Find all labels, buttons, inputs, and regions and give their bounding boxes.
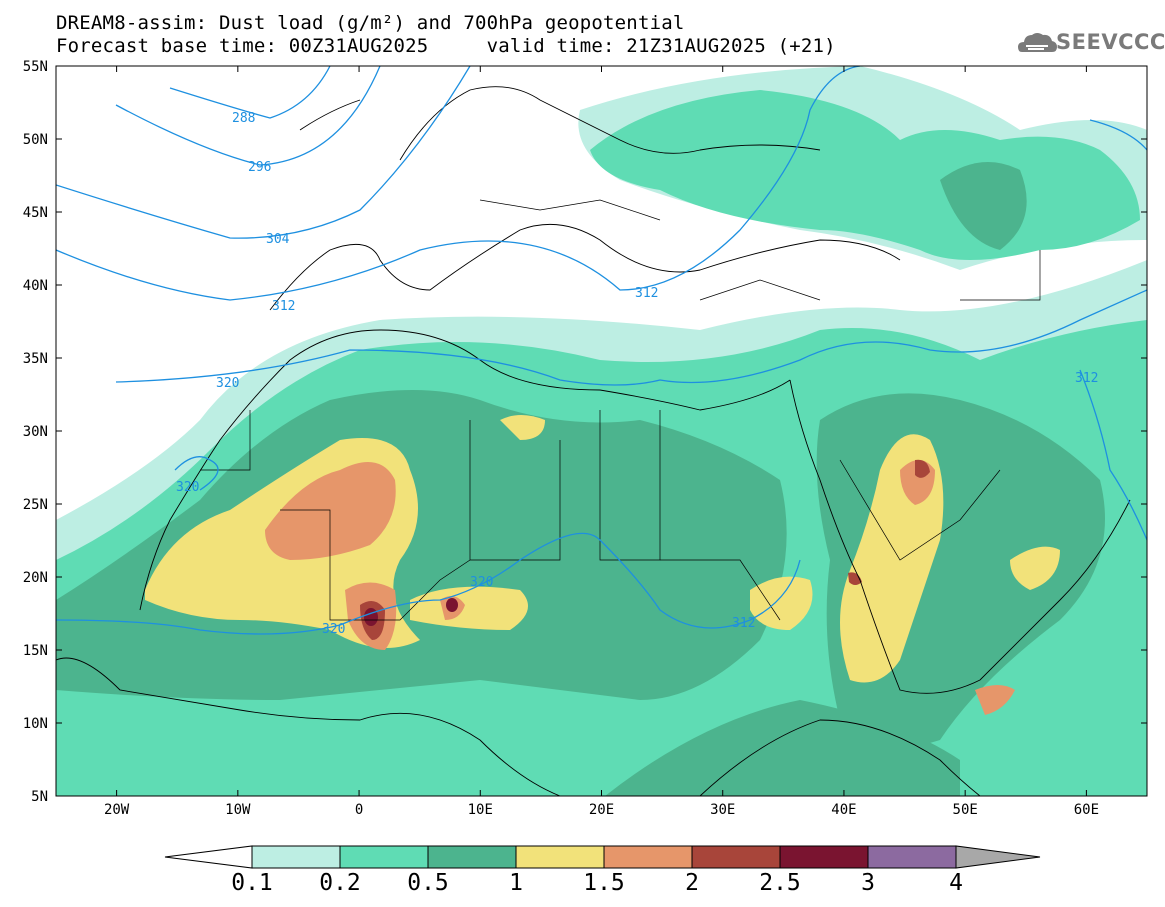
colorbar-label: 4 — [949, 870, 963, 896]
latitude-axis: 55N 50N 45N 40N 35N 30N 25N 20N 15N 10N 5N — [23, 59, 1147, 805]
lat-tick-label: 35N — [23, 351, 48, 367]
contour-labels: 288 296 304 312 320 320 320 320 312 312 … — [176, 111, 1098, 637]
colorbar-label: 0.1 — [231, 870, 273, 896]
colorbar — [164, 845, 1041, 869]
lon-tick-label: 20W — [104, 802, 130, 818]
contour-label: 288 — [232, 111, 255, 126]
map-subtitle: Forecast base time: 00Z31AUG2025 valid t… — [56, 35, 836, 57]
colorbar-label: 1.5 — [583, 870, 625, 896]
lon-tick-label: 20E — [589, 802, 614, 818]
lon-tick-label: 0 — [355, 802, 363, 818]
lat-tick-label: 10N — [23, 716, 48, 732]
colorbar-label: 2.5 — [759, 870, 801, 896]
contour-label: 296 — [248, 160, 271, 175]
lon-tick-label: 10W — [225, 802, 251, 818]
colorbar-swatch — [691, 845, 781, 869]
contour-label: 312 — [635, 286, 658, 301]
geopotential-contours — [56, 66, 1147, 635]
colorbar-swatch — [515, 845, 605, 869]
contour-label: 320 — [216, 376, 239, 391]
lat-tick-label: 55N — [23, 59, 48, 75]
coastlines — [56, 86, 1131, 796]
lat-tick-label: 30N — [23, 424, 48, 440]
lon-tick-label: 40E — [831, 802, 856, 818]
contour-label: 312 — [1075, 371, 1098, 386]
dust-field-orange — [265, 460, 1015, 715]
colorbar-swatch — [251, 845, 341, 869]
colorbar-swatch — [603, 845, 693, 869]
lat-tick-label: 45N — [23, 205, 48, 221]
map-title: DREAM8-assim: Dust load (g/m²) and 700hP… — [56, 12, 685, 34]
borders — [200, 199, 1041, 621]
contour-label: 312 — [272, 299, 295, 314]
lat-tick-label: 25N — [23, 497, 48, 513]
lon-tick-label: 60E — [1074, 802, 1099, 818]
colorbar-label: 3 — [861, 870, 875, 896]
contour-label: 304 — [266, 232, 290, 247]
lat-tick-label: 15N — [23, 643, 48, 659]
colorbar-label: 2 — [685, 870, 699, 896]
longitude-axis: 20W 10W 0 10E 20E 30E 40E 50E 60E — [104, 66, 1099, 818]
lon-tick-label: 10E — [468, 802, 493, 818]
colorbar-over-arrow — [955, 845, 1041, 869]
colorbar-swatch — [779, 845, 869, 869]
lat-tick-label: 5N — [31, 789, 48, 805]
contour-label: 312 — [732, 616, 755, 631]
colorbar-under-arrow — [164, 845, 253, 869]
lon-tick-label: 30E — [710, 802, 735, 818]
colorbar-swatch — [867, 845, 957, 869]
contour-label: 320 — [176, 480, 199, 495]
cloud-logo-icon — [1018, 33, 1057, 52]
lat-tick-label: 50N — [23, 132, 48, 148]
colorbar-swatch — [339, 845, 429, 869]
lat-tick-label: 40N — [23, 278, 48, 294]
lon-tick-label: 50E — [953, 802, 978, 818]
logo-text: SEEVCCC — [1056, 30, 1165, 54]
colorbar-label: 0.5 — [407, 870, 449, 896]
colorbar-label: 1 — [509, 870, 523, 896]
contour-label: 320 — [322, 622, 345, 637]
lat-tick-label: 20N — [23, 570, 48, 586]
colorbar-swatch — [427, 845, 517, 869]
contour-label: 320 — [470, 575, 493, 590]
colorbar-label: 0.2 — [319, 870, 361, 896]
